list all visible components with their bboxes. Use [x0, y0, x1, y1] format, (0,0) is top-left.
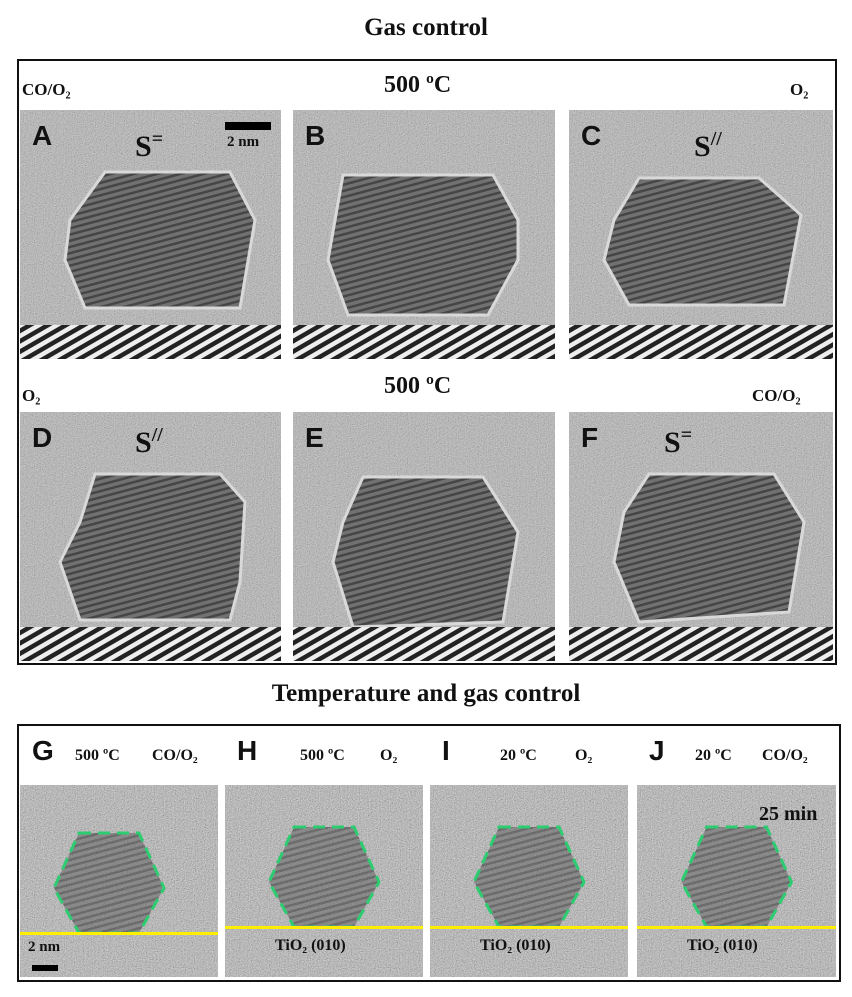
nanoparticle [612, 472, 806, 624]
symbol-sup: // [151, 424, 163, 446]
gas-label: CO/O₂ [152, 747, 198, 764]
nanoparticle [63, 170, 257, 310]
panel-letter: D [32, 422, 53, 453]
temperature-label: 500 ºC [300, 747, 345, 764]
micrograph [20, 412, 281, 661]
symbol-sup: = [680, 424, 693, 446]
micrograph [20, 110, 281, 359]
time-label: 25 min [759, 803, 818, 825]
substrate [20, 325, 281, 359]
scale-bar [32, 965, 58, 971]
scale-label: 2 nm [227, 134, 260, 150]
micrograph [569, 412, 833, 661]
symbol-s: S [135, 130, 152, 163]
micrograph [20, 785, 218, 977]
nanoparticle [269, 827, 379, 927]
panel-letter: I [442, 735, 450, 766]
substrate-label: TiO₂ (010) [687, 937, 758, 954]
nanoparticle [58, 472, 247, 622]
symbol-s: S [135, 426, 152, 459]
micrograph [293, 412, 555, 661]
substrate-label: TiO₂ (010) [275, 937, 346, 954]
bottom-title: Temperature and gas control [271, 680, 581, 707]
tem-image-b: B [293, 110, 555, 359]
surface-symbol: S= [664, 424, 692, 460]
tem-image-g: 2 nm [20, 785, 218, 977]
tem-image-d: D S// [20, 412, 281, 661]
panel-letter: B [305, 120, 326, 151]
gas-label: O₂ [575, 747, 593, 764]
panel-letter: E [305, 422, 324, 453]
nanoparticle [602, 176, 803, 307]
panel-letter: H [237, 735, 258, 766]
temperature-label: 20 ºC [500, 747, 537, 764]
panel-letter: C [581, 120, 602, 151]
surface-symbol: S// [694, 128, 722, 164]
panel-letter: F [581, 422, 599, 453]
tem-image-j: TiO₂ (010) 25 min [637, 785, 836, 977]
row2-left-gas: O₂ [22, 386, 41, 405]
nanoparticle [331, 475, 520, 629]
surface-symbol: S// [135, 424, 163, 460]
interface-line [637, 926, 836, 929]
substrate [569, 627, 833, 661]
tem-image-i: TiO₂ (010) [430, 785, 628, 977]
micrograph [430, 785, 628, 977]
nanoparticle [54, 833, 164, 933]
symbol-s: S [664, 426, 681, 459]
row1-temperature: 500 ºC [384, 72, 452, 98]
gas-label: CO/O₂ [762, 747, 808, 764]
temperature-label: 500 ºC [75, 747, 120, 764]
substrate [293, 325, 555, 359]
micrograph [569, 110, 833, 359]
micrograph [293, 110, 555, 359]
interface-line [430, 926, 628, 929]
tem-image-h: TiO₂ (010) [225, 785, 423, 977]
gas-label: O₂ [380, 747, 398, 764]
scale-bar [225, 122, 271, 130]
substrate [20, 627, 281, 661]
row2-right-gas: CO/O₂ [752, 386, 801, 405]
surface-symbol: S= [135, 128, 163, 164]
interface-line [225, 926, 423, 929]
symbol-s: S [694, 130, 711, 163]
interface-line [20, 932, 218, 935]
tem-image-e: E [293, 412, 555, 661]
nanoparticle [326, 173, 520, 317]
tem-image-f: F S= [569, 412, 833, 661]
panel-letter: A [32, 120, 53, 151]
nanoparticle [474, 827, 584, 927]
substrate [569, 325, 833, 359]
tem-image-a: A S= 2 nm [20, 110, 281, 359]
nanoparticle [681, 827, 792, 927]
substrate [293, 627, 555, 661]
row1-left-gas: CO/O₂ [22, 80, 71, 99]
micrograph [225, 785, 423, 977]
tem-image-c: C S// [569, 110, 833, 359]
top-title: Gas control [364, 14, 488, 41]
panel-letter: G [32, 735, 54, 766]
temperature-label: 20 ºC [695, 747, 732, 764]
symbol-sup: = [151, 128, 164, 150]
row2-temperature: 500 ºC [384, 373, 452, 399]
panel-letter: J [649, 735, 665, 766]
row1-right-gas: O₂ [790, 80, 809, 99]
symbol-sup: // [710, 128, 722, 150]
scale-label: 2 nm [28, 939, 61, 955]
micrograph [637, 785, 836, 977]
substrate-label: TiO₂ (010) [480, 937, 551, 954]
